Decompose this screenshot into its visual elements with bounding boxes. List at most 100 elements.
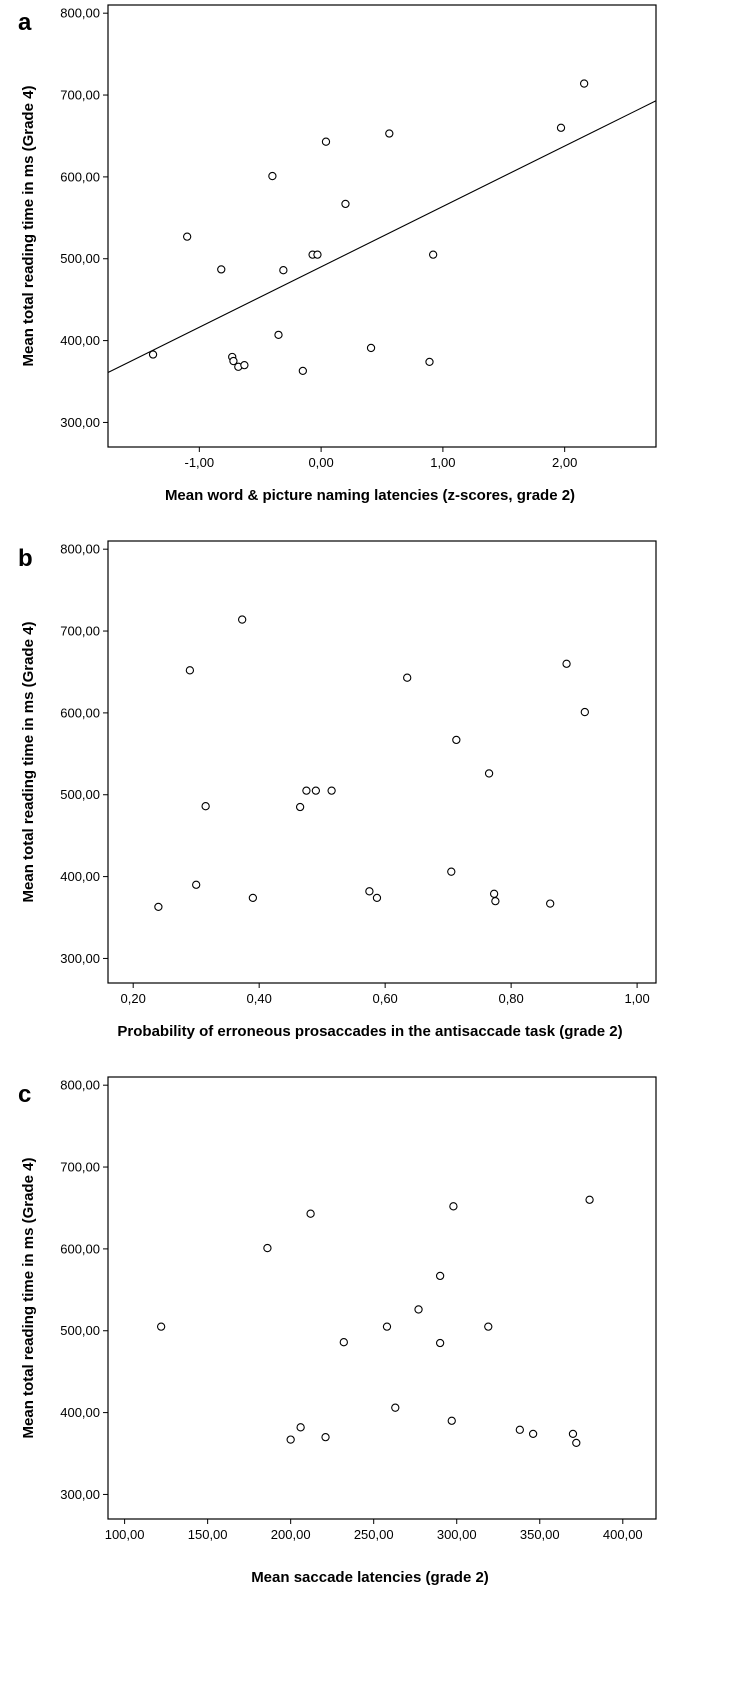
y-tick-label: 300,00	[60, 415, 100, 430]
x-tick-label: 200,00	[271, 1527, 311, 1542]
data-point	[192, 880, 201, 889]
y-axis-label-b: Mean total reading time in ms (Grade 4)	[20, 622, 37, 903]
data-point	[248, 893, 258, 903]
y-tick-label: 800,00	[60, 1078, 100, 1093]
y-tick-label: 600,00	[60, 1241, 100, 1256]
fit-line	[107, 100, 657, 374]
data-point	[372, 893, 382, 903]
scatter-panel-c: c 300,00 400,00 500,00 600,00 700,00 800,00 1…	[18, 1076, 657, 1586]
y-axis-label-a: Mean total reading time in ms (Grade 4)	[20, 86, 37, 367]
data-point	[556, 123, 566, 132]
y-tick-label: 600,00	[60, 169, 100, 184]
x-axis-label-c: Mean saccade latencies (grade 2)	[251, 1569, 489, 1586]
data-point	[321, 1432, 330, 1442]
data-point	[489, 889, 499, 898]
data-point	[428, 250, 438, 259]
data-point	[201, 802, 210, 811]
y-tick-label: 400,00	[60, 869, 100, 884]
x-tick-label: 0,40	[247, 991, 272, 1006]
x-tick-label: 0,60	[372, 991, 397, 1006]
panel-label-b: b	[18, 545, 33, 572]
data-point	[385, 129, 394, 138]
data-point	[156, 1322, 166, 1331]
y-tick-label: 800,00	[60, 542, 100, 557]
x-tick-label: 0,20	[121, 991, 146, 1006]
data-point	[263, 1243, 272, 1253]
x-axis-label-a: Mean word & picture naming latencies (z-…	[165, 487, 575, 504]
y-tick-label: 400,00	[60, 1405, 100, 1420]
data-point	[274, 330, 283, 340]
x-axis-label-b: Probability of erroneous prosaccades in …	[117, 1023, 622, 1040]
x-tick-label: 2,00	[552, 455, 577, 470]
data-point	[327, 786, 336, 795]
data-point	[452, 735, 461, 745]
data-point	[148, 350, 158, 359]
y-tick-label: 800,00	[60, 6, 100, 21]
panel-label-c: c	[18, 1081, 31, 1108]
data-point	[515, 1425, 524, 1434]
y-tick-label: 500,00	[60, 1323, 100, 1338]
data-point	[585, 1195, 594, 1204]
data-point	[366, 343, 376, 353]
panel-label-a: a	[18, 9, 32, 36]
data-point	[321, 137, 331, 146]
y-tick-label: 300,00	[60, 1487, 100, 1502]
data-point	[447, 867, 456, 876]
y-axis-label-c: Mean total reading time in ms (Grade 4)	[20, 1158, 37, 1439]
data-point	[298, 366, 307, 376]
data-point	[183, 232, 192, 241]
data-point	[449, 1202, 458, 1211]
plot-area-b	[107, 540, 657, 984]
data-point	[435, 1271, 445, 1281]
x-tick-label: 0,80	[498, 991, 523, 1006]
data-point	[286, 1435, 295, 1444]
data-point	[484, 769, 494, 778]
x-tick-label: 1,00	[430, 455, 455, 470]
data-point	[306, 1209, 315, 1218]
plot-area-a	[107, 4, 657, 448]
data-point	[229, 356, 238, 366]
scatter-panel-b: b 300,00 400,00 500,00 600,00 700,00 800,00 0…	[18, 540, 657, 1040]
data-point	[403, 673, 412, 682]
y-tick-label: 700,00	[60, 624, 100, 639]
x-tick-label: 350,00	[520, 1527, 560, 1542]
data-point	[295, 802, 305, 812]
data-point	[313, 250, 322, 259]
x-tick-label: 150,00	[188, 1527, 228, 1542]
y-tick-label: 400,00	[60, 333, 100, 348]
data-point	[302, 786, 311, 795]
data-point	[528, 1429, 538, 1439]
data-point	[238, 615, 247, 624]
x-tick-label: 100,00	[105, 1527, 145, 1542]
data-point	[391, 1403, 400, 1412]
x-tick-label: -1,00	[185, 455, 215, 470]
data-point	[341, 199, 350, 209]
data-point	[580, 707, 589, 717]
y-tick-label: 600,00	[60, 705, 100, 720]
data-point	[546, 899, 555, 908]
data-point	[382, 1322, 392, 1331]
data-point	[562, 659, 571, 668]
y-tick-label: 700,00	[60, 1160, 100, 1175]
x-tick-label: 0,00	[308, 455, 333, 470]
scatter-panel-a: a 300,00 400,00 500,00 600,00 700,00 800,00 -…	[18, 4, 657, 504]
y-tick-label: 300,00	[60, 951, 100, 966]
data-point	[217, 265, 226, 274]
data-point	[268, 171, 277, 181]
x-tick-label: 400,00	[603, 1527, 643, 1542]
data-point	[311, 786, 321, 795]
x-tick-label: 300,00	[437, 1527, 477, 1542]
data-point	[580, 79, 589, 88]
y-tick-label: 700,00	[60, 88, 100, 103]
data-point	[279, 266, 288, 275]
y-tick-label: 500,00	[60, 787, 100, 802]
y-tick-label: 500,00	[60, 251, 100, 266]
data-point	[339, 1338, 348, 1347]
data-point	[425, 357, 434, 367]
plot-area-c	[107, 1076, 657, 1520]
x-tick-label: 250,00	[354, 1527, 394, 1542]
data-point	[185, 666, 195, 675]
data-point	[154, 902, 163, 912]
data-point	[435, 1338, 445, 1348]
data-point	[491, 896, 500, 906]
